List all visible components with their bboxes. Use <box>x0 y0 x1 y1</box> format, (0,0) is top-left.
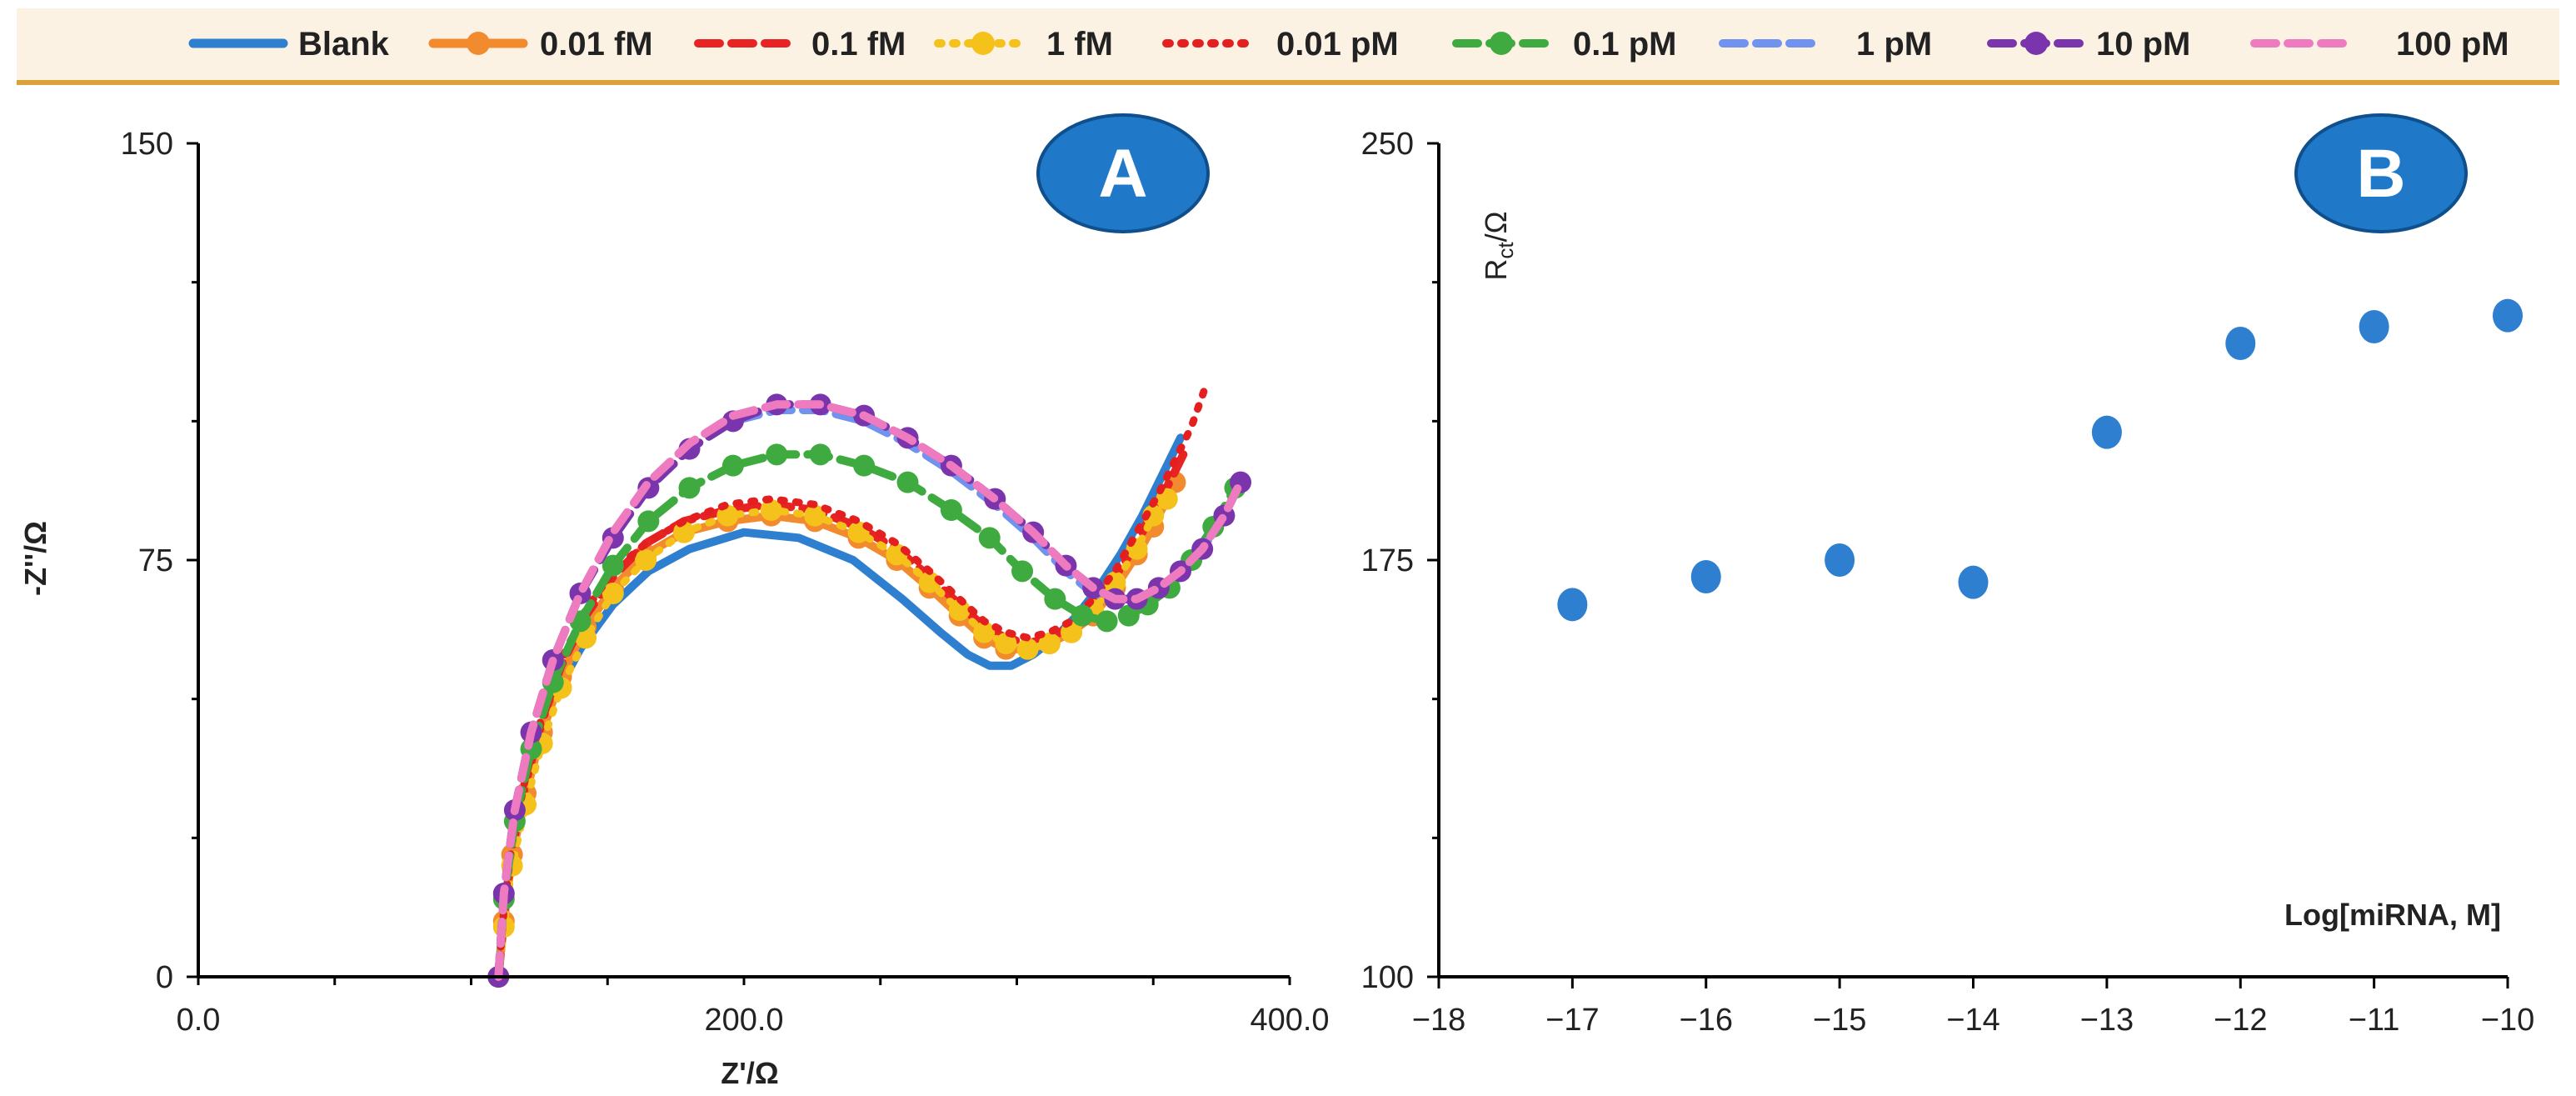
legend-label-0-01-fm: 0.01 fM <box>540 26 653 63</box>
panel-a-x-tick-label: 400.0 <box>1250 1003 1329 1038</box>
rct-point <box>1690 560 1721 593</box>
panel-a-x-tick-label: 200.0 <box>704 1003 783 1038</box>
series-point-0-1-pm <box>678 477 701 499</box>
legend-label-1-fm: 1 fM <box>1046 26 1113 63</box>
panel-b-ylabel: Rct/Ω <box>1479 211 1518 280</box>
legend-label-blank: Blank <box>298 26 390 63</box>
series-point-1-fm <box>804 504 826 527</box>
legend-label-10-pm: 10 pM <box>2096 26 2190 63</box>
series-point-1-fm <box>1142 504 1165 527</box>
series-point-0-1-pm <box>637 510 660 533</box>
panel-b-y-tick-label: 175 <box>1361 543 1414 578</box>
legend-label-0-01-pm: 0.01 pM <box>1276 26 1399 63</box>
series-point-0-1-pm <box>602 554 624 577</box>
panel-a-badge: A <box>1036 113 1210 233</box>
legend-label-1-pm: 1 pM <box>1856 26 1932 63</box>
panel-a-badge-label: A <box>1098 136 1147 212</box>
legend-marker-0-01-fm <box>467 32 490 55</box>
series-line-10-pm <box>494 400 1245 981</box>
rct-point <box>2091 415 2122 449</box>
series-point-1-fm <box>635 549 657 571</box>
rct-point <box>1557 588 1588 622</box>
rct-point <box>2359 310 2389 343</box>
series-0-01-pm <box>494 383 1209 981</box>
series-10-pm <box>487 393 1252 988</box>
series-point-0-1-pm <box>1117 604 1140 627</box>
impedance-series <box>487 383 1252 988</box>
series-point-0-1-pm <box>978 527 1001 549</box>
panel-b-x-tick-label: −18 <box>1412 1003 1465 1038</box>
panel-a-y-tick-label: 150 <box>121 127 173 162</box>
series-1-pm <box>494 406 1245 981</box>
series-100-pm <box>494 400 1245 981</box>
legend-item-100-pm: 100 pM <box>2250 26 2509 63</box>
series-point-1-fm <box>973 621 996 643</box>
legend-item-0-1-fm: 0.1 fM <box>694 26 906 63</box>
series-point-0-1-pm <box>721 454 744 477</box>
panel-b-y-tick-label: 100 <box>1361 960 1414 995</box>
legend-item-blank: Blank <box>188 26 390 63</box>
legend-marker-0-1-pm <box>1490 32 1513 55</box>
rct-point <box>1825 543 1855 577</box>
legend-item-1-pm: 1 pM <box>1719 26 1932 63</box>
legend: Blank 0.01 fM 0.1 fM 1 fM 0.01 pM 0.1 pM 1 pM 1… <box>188 26 2509 63</box>
panel-a-x-tick-label: 0.0 <box>177 1003 221 1038</box>
legend-marker-1-fm <box>971 32 995 55</box>
series-point-1-fm <box>575 627 597 649</box>
series-point-1-fm <box>1038 633 1061 654</box>
rct-point <box>2225 327 2256 360</box>
panel-b-x-tick-label: −10 <box>2481 1003 2534 1038</box>
series-point-1-fm <box>602 583 624 604</box>
legend-item-10-pm: 10 pM <box>1987 26 2190 63</box>
series-point-1-fm <box>1016 638 1039 660</box>
series-point-1-fm <box>672 521 695 543</box>
series-point-0-1-pm <box>853 454 876 477</box>
series-line-1-pm <box>494 406 1245 981</box>
panel-b-badge-label: B <box>2356 136 2405 212</box>
panel-b-x-tick-label: −12 <box>2214 1003 2267 1038</box>
panel-b-xlabel: Log[miRNA, M] <box>2284 898 2501 932</box>
series-point-0-1-pm <box>896 471 919 493</box>
series-point-0-1-pm <box>766 443 788 466</box>
series-line-0-01-pm <box>494 383 1209 981</box>
legend-divider <box>17 80 2559 85</box>
legend-item-0-01-fm: 0.01 fM <box>428 26 653 63</box>
panel-b-x-tick-label: −13 <box>2080 1003 2134 1038</box>
rct-points <box>1557 298 2523 622</box>
series-point-1-fm <box>760 499 782 521</box>
legend-item-0-1-pm: 0.1 pM <box>1452 26 1676 63</box>
panel-b-x-tick-label: −15 <box>1813 1003 1866 1038</box>
panel-b-badge: B <box>2294 113 2468 233</box>
panel-b-x-tick-label: −16 <box>1680 1003 1733 1038</box>
panel-b: 100 175 250 −18 −17 −16 −15 −14 −13 −12 −11 −10 Log… <box>1361 113 2534 1038</box>
panel-a: 0 75 150 0.0 200.0 400.0 Z'/Ω -Z''/Ω A <box>18 113 1330 1090</box>
series-0-01-fm <box>487 471 1186 988</box>
legend-item-0-01-pm: 0.01 pM <box>1162 26 1399 63</box>
series-line-100-pm <box>494 400 1245 981</box>
panel-a-xlabel: Z'/Ω <box>721 1056 778 1090</box>
panel-b-y-tick-label: 250 <box>1361 127 1414 162</box>
panel-a-ylabel: -Z''/Ω <box>18 521 52 596</box>
panel-b-x-tick-label: −14 <box>1946 1003 1999 1038</box>
series-point-0-1-pm <box>1011 560 1034 583</box>
series-point-0-1-pm <box>809 443 831 466</box>
legend-label-0-1-fm: 0.1 fM <box>811 26 906 63</box>
legend-item-1-fm: 1 fM <box>934 26 1113 63</box>
legend-label-0-1-pm: 0.1 pM <box>1573 26 1676 63</box>
series-point-0-1-pm <box>1071 604 1094 627</box>
panel-a-y-tick-label: 75 <box>138 543 173 578</box>
series-point-1-fm <box>918 571 941 593</box>
panel-b-x-tick-label: −17 <box>1545 1003 1599 1038</box>
series-point-1-fm <box>995 633 1017 654</box>
legend-marker-10-pm <box>2024 32 2048 55</box>
series-point-0-1-pm <box>1044 588 1066 610</box>
series-point-0-1-pm <box>1096 610 1118 633</box>
panel-b-x-tick-label: −11 <box>2349 1003 2400 1038</box>
rct-point <box>1958 565 1989 599</box>
legend-label-100-pm: 100 pM <box>2396 26 2509 63</box>
series-point-0-1-pm <box>940 499 962 521</box>
panel-a-y-tick-label: 0 <box>156 960 173 995</box>
rct-point <box>2493 298 2523 333</box>
